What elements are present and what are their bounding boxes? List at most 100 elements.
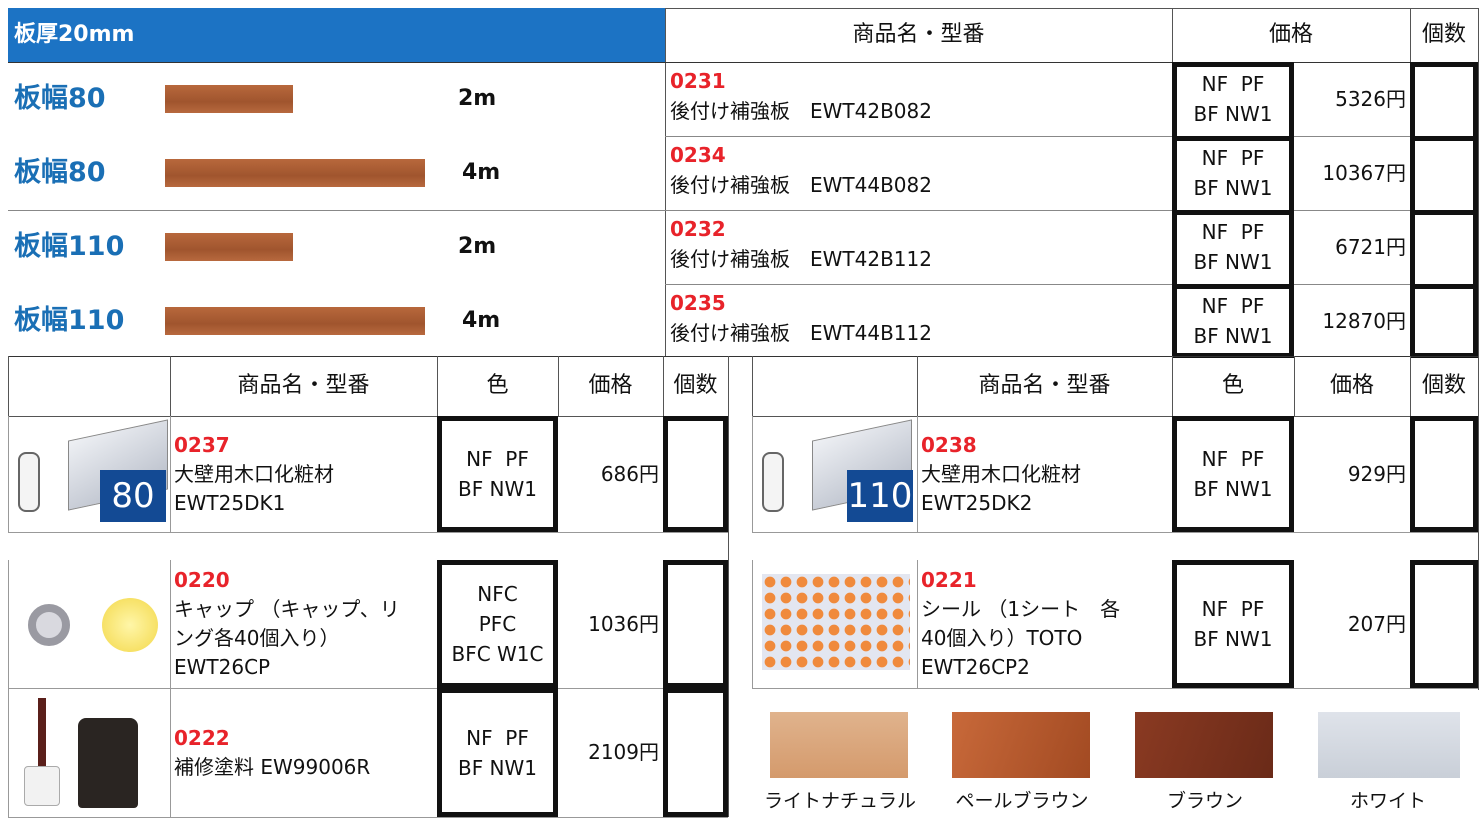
product-code: 0237 bbox=[174, 432, 230, 457]
swatch-label: ライトナチュラル bbox=[763, 790, 916, 812]
header-cell: 個数 bbox=[673, 373, 718, 398]
rule bbox=[917, 356, 918, 416]
product-name: 後付け補強板 EWT44B112 bbox=[670, 321, 932, 345]
color-option: NF PF bbox=[1201, 146, 1265, 170]
rule bbox=[437, 356, 438, 416]
rule bbox=[558, 356, 559, 416]
rule bbox=[8, 416, 9, 532]
thick-box bbox=[1410, 136, 1478, 215]
product-name: ング各40個入り） bbox=[174, 626, 340, 650]
badge: 80 bbox=[100, 470, 166, 522]
color-option: BF NW1 bbox=[457, 755, 538, 780]
swatch-label: ホワイト bbox=[1349, 790, 1426, 812]
header-cell: 価格 bbox=[1329, 373, 1374, 398]
header-cell: 商品名・型番 bbox=[852, 22, 985, 47]
product-code: 0234 bbox=[670, 143, 726, 167]
bottle-image bbox=[78, 718, 138, 808]
rule bbox=[8, 688, 9, 817]
product-name: 後付け補強板 EWT42B082 bbox=[670, 99, 932, 123]
board-width: 板幅110 bbox=[14, 305, 125, 336]
swatch-label: ブラウン bbox=[1166, 790, 1243, 812]
color-option: BF NW1 bbox=[1193, 250, 1273, 274]
rule bbox=[1172, 356, 1173, 416]
board-length: 4m bbox=[462, 308, 501, 333]
color-option: NF PF bbox=[1201, 220, 1265, 244]
thick-box bbox=[1410, 62, 1478, 141]
rule bbox=[170, 688, 171, 817]
header-cell: 価格 bbox=[588, 373, 633, 398]
color-option: NF PF bbox=[466, 447, 529, 471]
rule bbox=[1294, 356, 1295, 416]
rule bbox=[752, 356, 753, 416]
product-name: EWT26CP bbox=[174, 655, 271, 679]
rule bbox=[8, 688, 728, 689]
rule bbox=[8, 356, 9, 416]
board-length: 2m bbox=[458, 86, 497, 111]
title: 板厚20mm bbox=[14, 22, 135, 47]
price: 929円 bbox=[1347, 462, 1406, 486]
thick-box bbox=[1410, 416, 1478, 532]
color-swatch bbox=[770, 712, 908, 778]
rule bbox=[1478, 8, 1479, 356]
color-option: BF NW1 bbox=[457, 477, 538, 501]
price: 1036円 bbox=[588, 612, 659, 636]
color-option: BF NW1 bbox=[1193, 102, 1273, 126]
color-option: BFC W1C bbox=[451, 642, 544, 666]
title-bar bbox=[8, 8, 665, 62]
thick-box bbox=[663, 688, 728, 817]
rule bbox=[665, 136, 1478, 137]
product-name: EWT26CP2 bbox=[921, 655, 1030, 679]
product-code: 0232 bbox=[670, 217, 726, 241]
rule bbox=[752, 688, 1478, 689]
wood-bar bbox=[165, 307, 425, 335]
color-option: NF PF bbox=[1201, 597, 1265, 621]
thick-box bbox=[1172, 136, 1294, 215]
product-name: 後付け補強板 EWT44B082 bbox=[670, 173, 932, 197]
rule bbox=[8, 356, 1478, 357]
rule bbox=[8, 210, 1478, 211]
rule bbox=[663, 356, 664, 416]
product-code: 0222 bbox=[174, 725, 230, 750]
color-option: BF NW1 bbox=[1193, 176, 1273, 200]
price: 2109円 bbox=[588, 740, 659, 764]
thick-box bbox=[1172, 62, 1294, 141]
cup-image bbox=[24, 766, 60, 806]
rule bbox=[917, 560, 918, 688]
price: 12870円 bbox=[1322, 309, 1406, 333]
product-name: EWT25DK2 bbox=[921, 490, 1033, 515]
header-cell: 色 bbox=[1221, 373, 1244, 398]
header-cell: 価格 bbox=[1268, 22, 1313, 47]
price: 5326円 bbox=[1335, 87, 1406, 111]
rule bbox=[8, 560, 9, 688]
price: 6721円 bbox=[1335, 235, 1406, 259]
rule bbox=[170, 416, 171, 532]
wood-bar bbox=[165, 233, 293, 261]
thick-box bbox=[1410, 560, 1478, 688]
color-option: BF NW1 bbox=[1193, 627, 1273, 651]
product-name: 40個入り）TOTO bbox=[921, 626, 1083, 650]
thick-box bbox=[1172, 210, 1294, 289]
rule bbox=[1172, 8, 1173, 62]
rule bbox=[1410, 356, 1411, 416]
rule bbox=[170, 356, 171, 416]
board-width: 板幅110 bbox=[14, 231, 125, 262]
rule bbox=[665, 284, 1478, 285]
rule bbox=[728, 356, 729, 817]
cap-image bbox=[102, 598, 158, 652]
product-code: 0235 bbox=[670, 291, 726, 315]
rule bbox=[917, 416, 918, 532]
product-name: 補修塗料 EW99006R bbox=[174, 754, 371, 779]
rule bbox=[170, 560, 171, 688]
thick-box bbox=[1172, 416, 1294, 532]
color-swatch bbox=[1135, 712, 1273, 778]
product-name: キャップ （キャップ、リ bbox=[174, 597, 400, 621]
color-swatch bbox=[1318, 712, 1460, 778]
swatch-label: ペールブラウン bbox=[955, 790, 1089, 812]
product-name: シール （1シート 各 bbox=[921, 597, 1121, 621]
thick-box bbox=[437, 560, 558, 688]
color-option: BF NW1 bbox=[1193, 324, 1273, 348]
board-width: 板幅80 bbox=[14, 83, 106, 114]
rule bbox=[1410, 8, 1411, 62]
wood-bar bbox=[165, 85, 293, 113]
